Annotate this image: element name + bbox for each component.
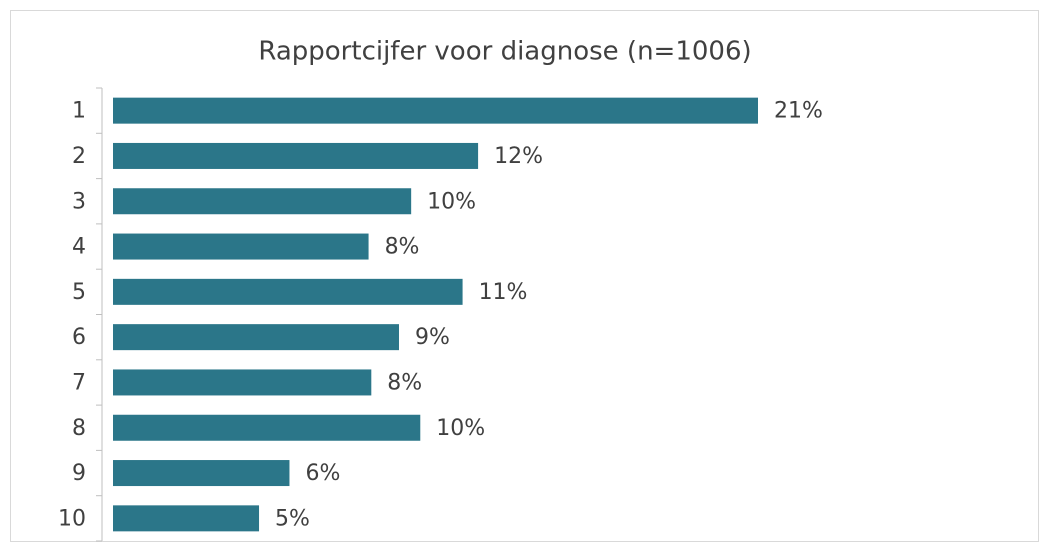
data-label: 6% <box>305 461 340 486</box>
bar <box>113 505 260 532</box>
data-label: 10% <box>436 416 485 441</box>
data-label: 9% <box>415 325 450 350</box>
y-tick-label: 7 <box>72 370 86 395</box>
bar <box>113 324 399 351</box>
y-tick-label: 3 <box>72 189 86 214</box>
bar <box>113 97 758 124</box>
y-tick-label: 9 <box>72 461 86 486</box>
y-tick-label: 5 <box>72 280 86 305</box>
chart-title: Rapportcijfer voor diagnose (n=1006) <box>258 37 751 67</box>
y-tick-label: 10 <box>58 506 86 531</box>
bar <box>113 414 421 441</box>
bar <box>113 188 412 215</box>
bar <box>113 460 290 487</box>
data-label: 5% <box>275 506 310 531</box>
bar <box>113 369 372 396</box>
y-tick-label: 4 <box>72 235 86 260</box>
y-tick-label: 2 <box>72 144 86 169</box>
bar <box>113 278 463 305</box>
data-label: 12% <box>494 144 543 169</box>
bar <box>113 142 479 169</box>
data-label: 8% <box>385 235 420 260</box>
data-label: 11% <box>479 280 528 305</box>
y-tick-label: 1 <box>72 99 86 124</box>
data-label: 8% <box>387 370 422 395</box>
y-tick-label: 8 <box>72 416 86 441</box>
y-tick-label: 6 <box>72 325 86 350</box>
data-label: 10% <box>427 189 476 214</box>
bar <box>113 233 369 260</box>
data-label: 21% <box>774 99 823 124</box>
